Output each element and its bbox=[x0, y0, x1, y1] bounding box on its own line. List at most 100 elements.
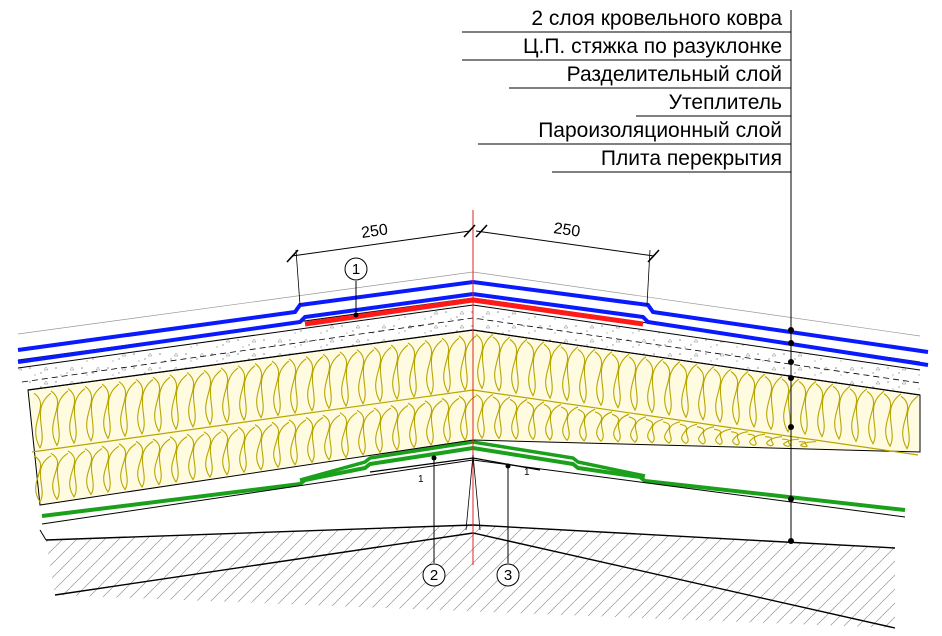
insulation-fiber-mark bbox=[696, 426, 715, 445]
insulation-fiber-mark bbox=[407, 342, 426, 398]
insulation-fiber-mark bbox=[356, 409, 375, 456]
insulation-fiber-mark bbox=[237, 365, 256, 422]
insulation-fiber-mark bbox=[322, 353, 341, 410]
insulation-fiber-mark bbox=[849, 388, 868, 443]
insulation-fiber-mark bbox=[441, 337, 460, 394]
insulation-fiber-mark bbox=[322, 414, 341, 461]
layer-legend: 2 слоя кровельного ковра Ц.П. стяжка по … bbox=[462, 7, 794, 544]
insulation-fiber-mark bbox=[475, 393, 494, 440]
insulation-fiber-mark bbox=[662, 361, 681, 417]
insulation-fiber-mark bbox=[288, 358, 307, 415]
insulation-fiber-mark bbox=[713, 368, 732, 424]
insulation-fiber-mark bbox=[67, 388, 86, 445]
sheet-marks: 1 1 bbox=[369, 457, 541, 485]
insulation-fiber-mark bbox=[577, 348, 596, 405]
insulation-fiber-mark bbox=[186, 433, 205, 481]
insulation-fiber-mark bbox=[747, 433, 766, 446]
insulation-fiber-mark bbox=[33, 392, 52, 449]
insulation-fiber-mark bbox=[781, 438, 800, 447]
insulation-fiber-mark bbox=[186, 372, 205, 429]
insulation-fiber-mark bbox=[271, 421, 290, 469]
insulation-fiber-mark bbox=[101, 383, 120, 440]
insulation-fiber-mark bbox=[458, 335, 477, 392]
insulation-fiber-mark bbox=[67, 450, 86, 498]
insulation-fiber-mark bbox=[611, 353, 630, 409]
insulation-fiber-mark bbox=[152, 438, 171, 486]
svg-text:3: 3 bbox=[504, 567, 512, 584]
insulation-fiber-mark bbox=[611, 413, 630, 443]
insulation-fiber-mark bbox=[424, 400, 443, 446]
insulation-fiber-mark bbox=[50, 452, 69, 501]
insulation-fiber-mark bbox=[458, 395, 477, 442]
layer-label-1: 2 слоя кровельного ковра bbox=[531, 7, 782, 30]
insulation-fiber-mark bbox=[832, 385, 851, 441]
insulation-fiber-mark bbox=[543, 343, 562, 400]
insulation-fiber-mark bbox=[628, 416, 647, 443]
insulation-fiber-mark bbox=[764, 376, 783, 431]
insulation-fiber-mark bbox=[509, 338, 528, 395]
insulation-fiber-mark bbox=[628, 356, 647, 412]
insulation-layer bbox=[27, 329, 921, 506]
insulation-fiber-mark bbox=[492, 396, 511, 440]
insulation-fiber-mark bbox=[730, 371, 749, 426]
insulation-fiber-mark bbox=[390, 344, 409, 401]
insulation-fiber-mark bbox=[203, 431, 222, 479]
insulation-fiber-mark bbox=[305, 356, 324, 412]
insulation-fiber-mark bbox=[50, 390, 69, 447]
dimension-right-text: 250 bbox=[552, 220, 581, 241]
insulation-fiber-mark bbox=[679, 423, 698, 445]
callout-3: 3 bbox=[496, 463, 520, 587]
leader-dot-roofing bbox=[788, 327, 794, 333]
insulation-fiber-mark bbox=[135, 440, 154, 489]
insulation-fiber-mark bbox=[220, 428, 239, 476]
insulation-fiber-mark bbox=[764, 436, 783, 447]
insulation-fiber-mark bbox=[84, 385, 103, 442]
insulation-fiber-mark bbox=[254, 424, 273, 471]
insulation-fiber-mark bbox=[152, 376, 171, 433]
insulation-fiber-mark bbox=[815, 383, 834, 438]
callout-1: 1 bbox=[344, 257, 368, 318]
insulation-fiber-mark bbox=[594, 411, 613, 443]
insulation-fiber-mark bbox=[645, 418, 664, 444]
insulation-fiber-mark bbox=[339, 412, 358, 459]
insulation-fiber-mark bbox=[747, 373, 766, 429]
svg-text:1: 1 bbox=[418, 474, 424, 485]
insulation-fiber-mark bbox=[781, 378, 800, 433]
leader-dot-insulation bbox=[788, 424, 794, 430]
insulation-fiber-mark bbox=[730, 431, 749, 446]
leader-dot-slab bbox=[788, 538, 794, 544]
insulation-fiber-mark bbox=[373, 346, 392, 403]
insulation-fiber-mark bbox=[560, 346, 579, 402]
insulation-fiber-mark bbox=[424, 340, 443, 396]
insulation-fiber-mark bbox=[883, 393, 902, 448]
layer-label-3: Разделительный слой bbox=[567, 63, 782, 86]
insulation-fiber-mark bbox=[407, 402, 426, 449]
insulation-fiber-mark bbox=[203, 369, 222, 426]
insulation-fiber-mark bbox=[33, 455, 52, 503]
insulation-fiber-mark bbox=[169, 374, 188, 431]
dimension-right: 250 bbox=[475, 220, 660, 306]
insulation-fiber-mark bbox=[288, 419, 307, 466]
insulation-fiber-mark bbox=[169, 436, 188, 484]
insulation-fiber-mark bbox=[492, 336, 511, 392]
insulation-fiber-mark bbox=[696, 366, 715, 421]
insulation-fiber-mark bbox=[798, 441, 817, 448]
insulation-fiber-mark bbox=[662, 421, 681, 444]
insulation-fiber-mark bbox=[441, 397, 460, 444]
floor-slab bbox=[39, 524, 896, 629]
dimension-left: 250 bbox=[286, 221, 476, 306]
insulation-fiber-mark bbox=[84, 448, 103, 496]
insulation-fiber-mark bbox=[135, 378, 154, 436]
svg-text:2: 2 bbox=[430, 567, 438, 584]
insulation-fiber-mark bbox=[900, 395, 919, 450]
insulation-fiber-mark bbox=[373, 407, 392, 454]
insulation-fiber-mark bbox=[577, 408, 596, 442]
layer-label-4: Утеплитель bbox=[669, 91, 782, 114]
insulation-fiber-mark bbox=[509, 398, 528, 440]
insulation-fiber-mark bbox=[543, 403, 562, 441]
leader-dot-separation bbox=[788, 375, 794, 381]
layer-label-2: Ц.П. стяжка по разуклонке bbox=[523, 35, 782, 58]
insulation-fiber-mark bbox=[118, 443, 137, 491]
insulation-fiber-mark bbox=[866, 390, 885, 445]
callout-2: 2 bbox=[422, 455, 446, 587]
